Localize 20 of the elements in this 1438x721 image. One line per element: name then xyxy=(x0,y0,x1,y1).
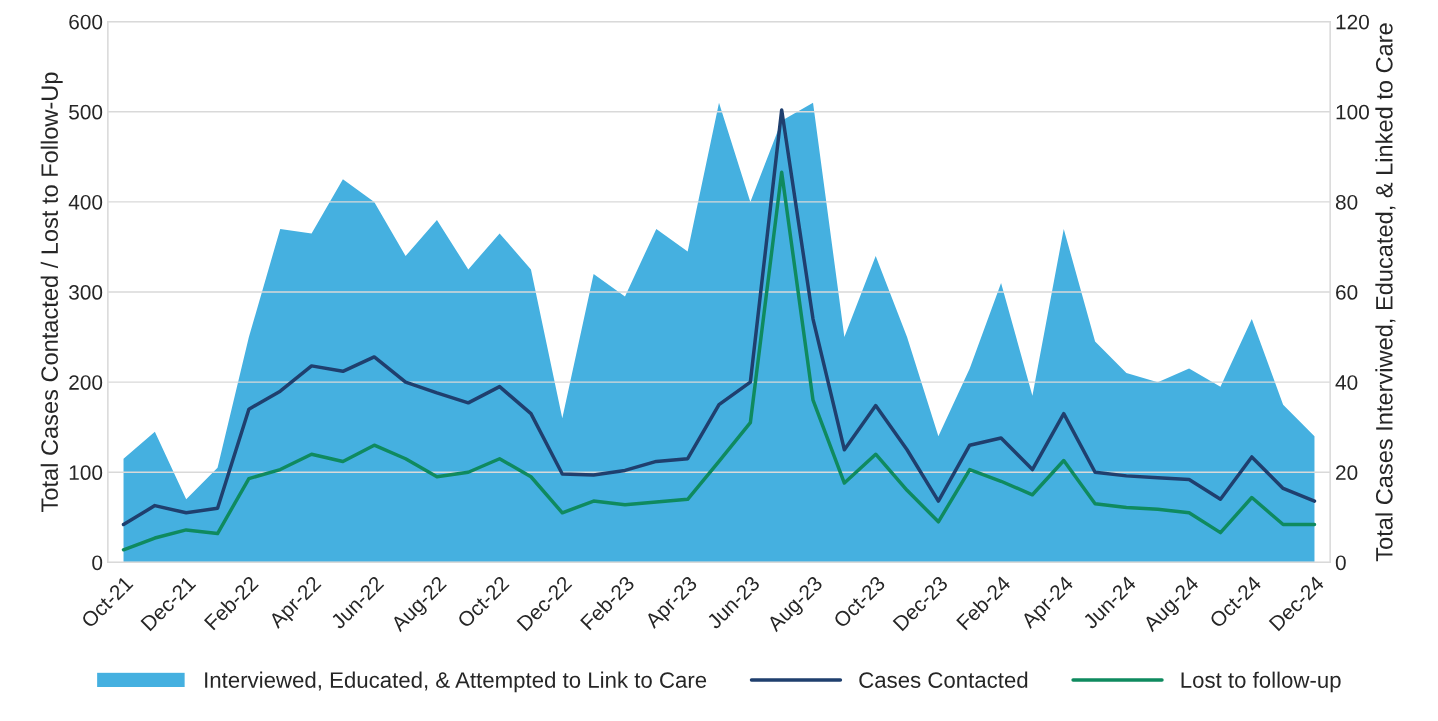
y2-tick-label: 100 xyxy=(1336,104,1369,120)
y-tick-label: 600 xyxy=(69,14,103,30)
y2-tick-label: 80 xyxy=(1335,194,1358,210)
y2-tick-label: 0 xyxy=(1335,555,1346,571)
y-tick-label: 0 xyxy=(92,555,103,571)
y-tick-label: 400 xyxy=(68,194,103,210)
y2-tick-label: 20 xyxy=(1336,465,1358,481)
y-tick-label: 300 xyxy=(69,285,103,300)
y-axis-title: Total Cases Contacted / Lost to Follow-Up xyxy=(40,72,63,512)
y-tick-label: 100 xyxy=(69,465,103,481)
line-series xyxy=(121,170,1317,552)
y2-axis-title: Total Cases Interviwed, Educated, & Linked to Care xyxy=(1375,23,1396,562)
y-tick-label: 500 xyxy=(69,104,103,120)
y2-tick-label: 120 xyxy=(1336,14,1369,30)
legend-label: Lost to follow-up xyxy=(1181,671,1341,693)
y-tick-label: 200 xyxy=(69,375,103,390)
y2-tick-label: 60 xyxy=(1336,285,1358,300)
y2-tick-label: 40 xyxy=(1335,375,1358,390)
legend-label: Cases Contacted xyxy=(859,671,1028,688)
legend-label: Interviewed, Educated, & Attempted to Link to Care xyxy=(205,671,707,693)
